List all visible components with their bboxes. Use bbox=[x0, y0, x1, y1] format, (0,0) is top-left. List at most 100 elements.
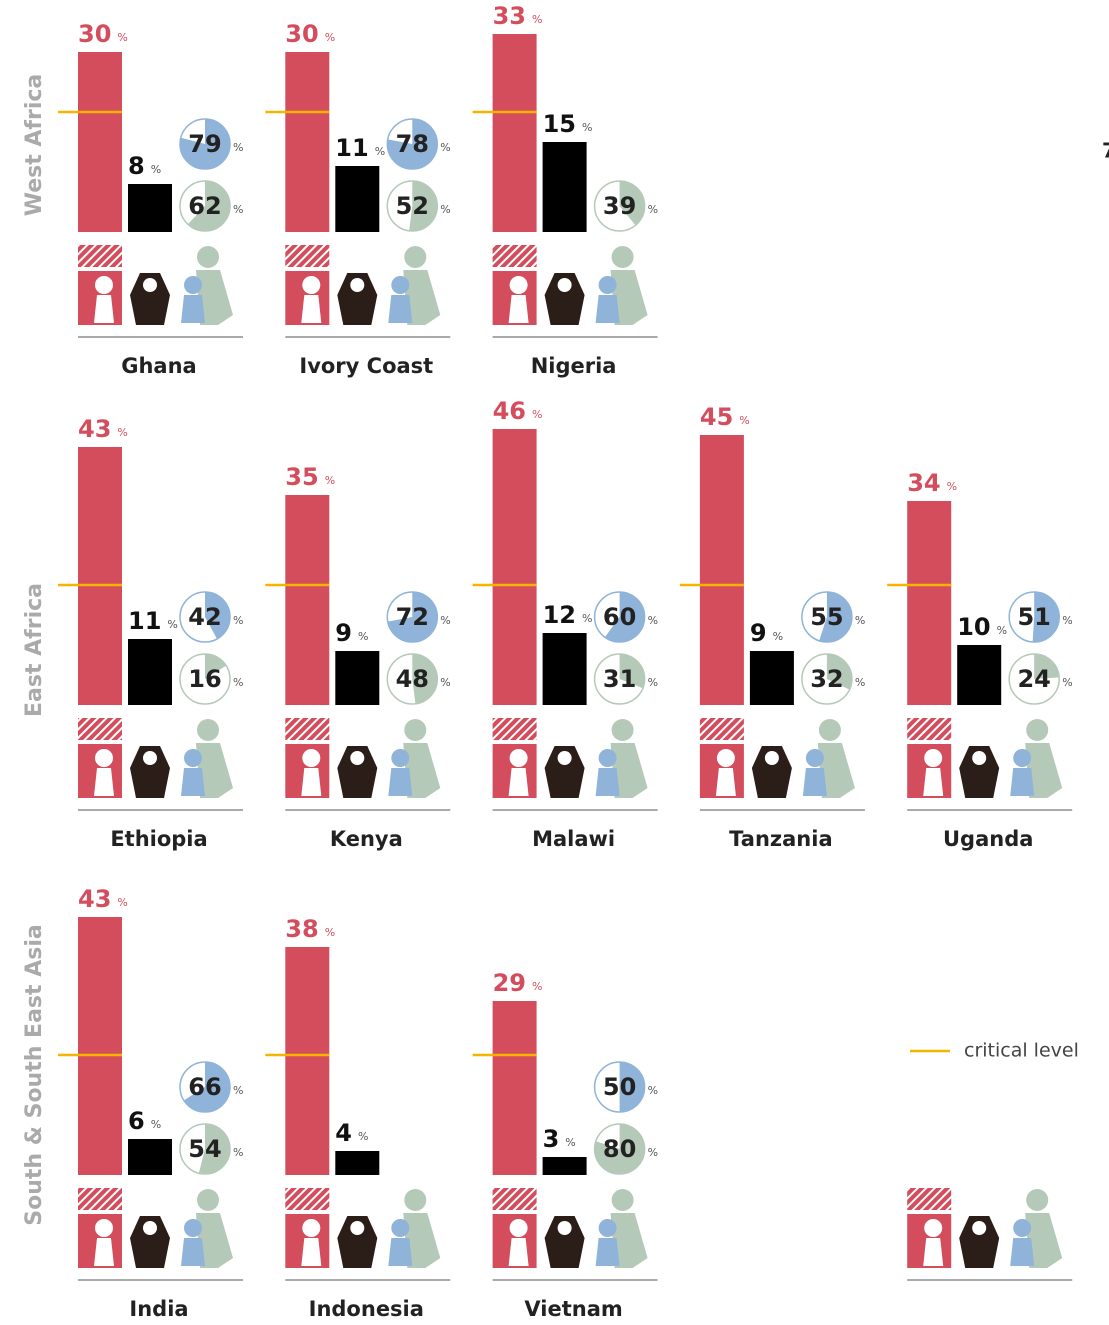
black-bar bbox=[957, 645, 1002, 705]
mother-head bbox=[611, 719, 634, 741]
pie-slice bbox=[183, 1062, 231, 1112]
red-bar bbox=[907, 501, 952, 705]
pie-slice bbox=[619, 1062, 645, 1112]
black-head bbox=[972, 751, 987, 765]
black-bar bbox=[749, 651, 794, 705]
red-unit: % bbox=[325, 926, 335, 939]
black-figure bbox=[544, 273, 585, 325]
red-bar bbox=[492, 34, 537, 232]
country-name: Kenya bbox=[330, 827, 403, 851]
black-head bbox=[143, 1221, 157, 1235]
icon-group bbox=[907, 1188, 1063, 1268]
pie-unit: % bbox=[440, 614, 450, 627]
pie-unit: % bbox=[233, 1146, 243, 1159]
black-bar bbox=[542, 1157, 587, 1175]
edge-text: 7 bbox=[1102, 139, 1109, 163]
hatched-box bbox=[285, 1188, 330, 1210]
kid-body bbox=[388, 295, 413, 323]
country-name: Nigeria bbox=[531, 354, 617, 378]
black-unit: % bbox=[151, 163, 161, 176]
mother-body bbox=[610, 743, 648, 798]
hatched-box bbox=[78, 1188, 122, 1210]
pie-slice bbox=[604, 592, 645, 642]
hatched-box bbox=[78, 245, 122, 267]
black-label: 6 bbox=[128, 1107, 145, 1135]
red-bar bbox=[285, 52, 330, 232]
black-unit: % bbox=[773, 630, 783, 643]
mother-body bbox=[196, 270, 233, 325]
red-unit: % bbox=[532, 980, 542, 993]
black-figure bbox=[337, 746, 378, 798]
red-unit: % bbox=[532, 408, 542, 421]
pie-slice bbox=[1034, 654, 1060, 679]
pie-label: 54 bbox=[188, 1135, 221, 1163]
kid-head bbox=[391, 1219, 410, 1237]
pie-label: 31 bbox=[603, 665, 636, 693]
child-body bbox=[94, 1238, 114, 1266]
black-figure bbox=[959, 746, 1000, 798]
mother-body bbox=[1025, 743, 1063, 798]
pie-slice bbox=[826, 654, 852, 690]
country-name: Indonesia bbox=[309, 1297, 424, 1321]
red-label: 34 bbox=[907, 469, 940, 497]
hatched-box bbox=[285, 245, 330, 267]
kid-head bbox=[1013, 749, 1032, 767]
pie-slice bbox=[619, 181, 645, 226]
pie-slice bbox=[387, 118, 438, 169]
black-unit: % bbox=[582, 612, 592, 625]
pie-unit: % bbox=[648, 614, 658, 627]
pie-unit: % bbox=[233, 1084, 243, 1097]
pie-unit: % bbox=[1062, 614, 1072, 627]
pie-unit: % bbox=[648, 1146, 658, 1159]
red-label: 33 bbox=[493, 2, 526, 30]
pie-unit: % bbox=[648, 676, 658, 689]
mother-head bbox=[1026, 1189, 1049, 1211]
pie-slice bbox=[187, 181, 230, 231]
black-bar bbox=[542, 633, 587, 705]
mother-head bbox=[1026, 719, 1049, 741]
child-body bbox=[94, 295, 114, 323]
black-label: 4 bbox=[335, 1119, 352, 1147]
country-name: Vietnam bbox=[524, 1297, 622, 1321]
child-body bbox=[923, 1238, 944, 1266]
pie-unit: % bbox=[233, 676, 243, 689]
pie-label: 78 bbox=[396, 130, 429, 158]
pie-label: 39 bbox=[603, 192, 636, 220]
pie-label: 42 bbox=[188, 603, 221, 631]
red-label: 43 bbox=[78, 415, 111, 443]
black-bar bbox=[335, 651, 380, 705]
red-bar bbox=[285, 495, 330, 705]
pie-label: 51 bbox=[1017, 603, 1050, 631]
child-head bbox=[924, 749, 943, 767]
red-label: 35 bbox=[285, 463, 318, 491]
mother-head bbox=[197, 719, 219, 741]
pie-label: 32 bbox=[810, 665, 843, 693]
red-unit: % bbox=[947, 480, 957, 493]
red-label: 43 bbox=[78, 885, 111, 913]
kid-body bbox=[595, 295, 620, 323]
black-head bbox=[350, 278, 365, 292]
child-body bbox=[508, 295, 529, 323]
pie-label: 52 bbox=[396, 192, 429, 220]
red-bar bbox=[492, 1001, 537, 1175]
red-unit: % bbox=[117, 31, 127, 44]
mother-body bbox=[1025, 1213, 1063, 1268]
pie-label: 79 bbox=[188, 130, 221, 158]
mother-body bbox=[610, 1213, 648, 1268]
kid-body bbox=[181, 295, 205, 323]
pie-slice bbox=[198, 1124, 231, 1174]
red-unit: % bbox=[532, 13, 542, 26]
black-label: 3 bbox=[543, 1125, 560, 1153]
black-unit: % bbox=[375, 145, 385, 158]
kid-head bbox=[184, 749, 202, 767]
black-unit: % bbox=[358, 1130, 368, 1143]
red-bar bbox=[78, 917, 122, 1175]
black-bar bbox=[335, 166, 380, 232]
black-head bbox=[350, 1221, 365, 1235]
hatched-box bbox=[78, 718, 122, 740]
black-unit: % bbox=[167, 618, 177, 631]
black-label: 8 bbox=[128, 152, 145, 180]
black-label: 9 bbox=[750, 619, 767, 647]
child-head bbox=[924, 1219, 943, 1237]
